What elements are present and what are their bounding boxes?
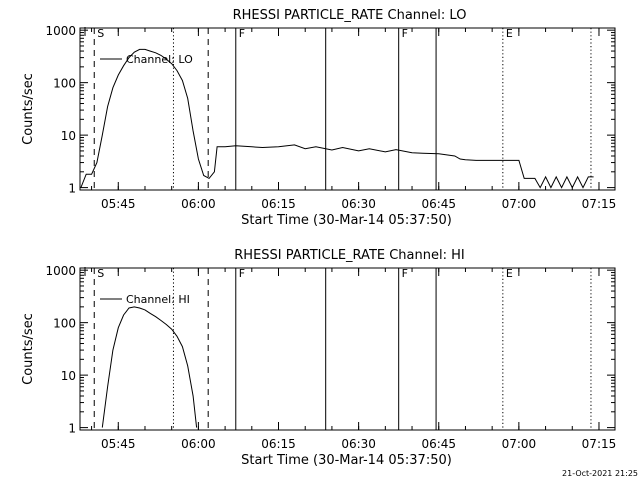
- plot-frame: [79, 27, 616, 191]
- x-tick-label: 07:15: [582, 197, 617, 211]
- x-tick-label: 06:45: [421, 197, 456, 211]
- x-tick-label: 06:30: [341, 437, 376, 451]
- x-tick-label: 05:45: [101, 197, 136, 211]
- panel-hi: RHESSI PARTICLE_RATE Channel: HI 1 10 100 10…: [21, 248, 616, 468]
- marker-label: E: [506, 27, 513, 40]
- y-tick-label: 100: [53, 77, 76, 91]
- x-tick-label: 06:30: [341, 197, 376, 211]
- x-tick-label: 06:00: [181, 437, 216, 451]
- panel-lo: RHESSI PARTICLE_RATE Channel: LO 1 10 100 10…: [21, 8, 616, 228]
- y-tick-label: 1: [68, 182, 76, 196]
- marker-label: F: [239, 267, 245, 280]
- legend-label: Channel: LO: [126, 53, 193, 66]
- y-axis-title: Counts/sec: [21, 73, 36, 145]
- x-tick-label: 06:15: [261, 197, 296, 211]
- x-tick-label: 05:45: [101, 437, 136, 451]
- plot-frame: [79, 267, 616, 431]
- y-tick-label: 1: [68, 422, 76, 436]
- x-tick-label: 06:15: [261, 437, 296, 451]
- legend-label: Channel: HI: [126, 293, 190, 306]
- y-axis-title: Counts/sec: [21, 313, 36, 385]
- plot-title: RHESSI PARTICLE_RATE Channel: LO: [233, 8, 467, 23]
- y-tick-label: 10: [61, 369, 76, 383]
- y-tick-label: 1000: [45, 264, 76, 278]
- x-tick-label: 06:00: [181, 197, 216, 211]
- x-tick-label: 06:45: [421, 437, 456, 451]
- marker-label: F: [402, 27, 408, 40]
- x-axis-title: Start Time (30-Mar-14 05:37:50): [241, 453, 452, 468]
- y-tick-label: 1000: [45, 24, 76, 38]
- series-line: [101, 306, 198, 428]
- marker-label: S: [97, 27, 104, 40]
- marker-label: S: [97, 267, 104, 280]
- footer-timestamp: 21-Oct-2021 21:25: [562, 469, 638, 478]
- x-tick-label: 07:15: [582, 437, 617, 451]
- x-axis-title: Start Time (30-Mar-14 05:37:50): [241, 213, 452, 228]
- y-tick-label: 100: [53, 317, 76, 331]
- plot-title: RHESSI PARTICLE_RATE Channel: HI: [234, 248, 464, 263]
- marker-label: F: [402, 267, 408, 280]
- marker-label: F: [239, 27, 245, 40]
- y-tick-label: 10: [61, 129, 76, 143]
- x-tick-label: 07:00: [502, 437, 537, 451]
- marker-label: E: [506, 267, 513, 280]
- x-tick-label: 07:00: [502, 197, 537, 211]
- series-line: [80, 48, 594, 189]
